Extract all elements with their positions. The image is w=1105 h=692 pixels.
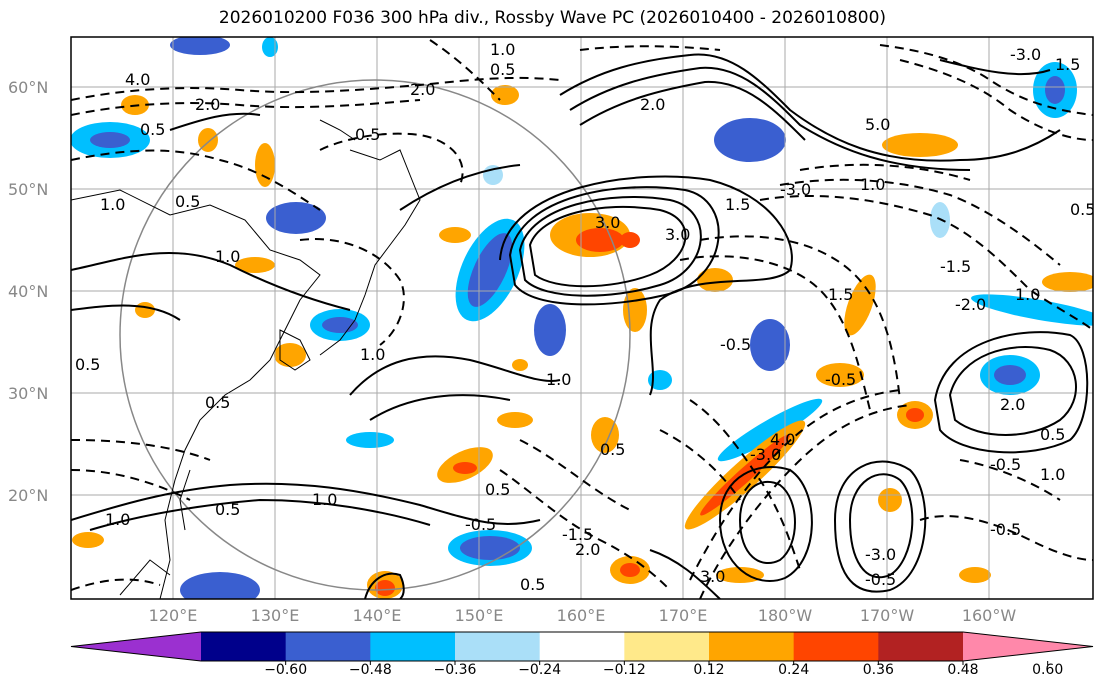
map-plot-area: 1.0 0.5 2.0 2.0 0.5 0.5 1.0 1.0 0.5 1.0 …: [71, 37, 1095, 599]
colorbar-tick-label: 0.12: [693, 662, 725, 678]
colorbar-segment: [370, 632, 456, 661]
contour-label: 2.0: [195, 95, 220, 114]
colorbar-segment: [624, 632, 710, 661]
colorbar-segment: [793, 632, 879, 661]
colorbar-tick-label: −0.60: [264, 662, 308, 678]
contour-label: 0.5: [490, 60, 515, 79]
lon-label-170w: 170°W: [859, 606, 915, 625]
lon-label-130e: 130°E: [250, 606, 300, 625]
colorbar-left-extension: [71, 632, 201, 661]
contour-label: -2.0: [955, 295, 986, 314]
contour-label: -0.5: [990, 455, 1021, 474]
lon-label-160e: 160°E: [556, 606, 606, 625]
contour-label: 1.0: [360, 345, 385, 364]
contour-label: 0.5: [140, 120, 165, 139]
contour-label: 1.5: [1055, 55, 1080, 74]
colorbar-segment: [285, 632, 371, 661]
contour-label: -0.5: [465, 515, 496, 534]
colorbar-tick-label: −0.24: [518, 662, 562, 678]
contour-label: 1.0: [490, 40, 515, 59]
contour-label: 1.0: [546, 370, 571, 389]
contour-label: 0.5: [215, 500, 240, 519]
contour-label: 1.0: [1040, 465, 1065, 484]
contour-label: 2.0: [410, 80, 435, 99]
colorbar-segment: [201, 632, 287, 661]
contour-label: 0.5: [75, 355, 100, 374]
lon-label-150e: 150°E: [454, 606, 504, 625]
contour-label: 0.5: [1070, 200, 1095, 219]
contour-label: 3.0: [700, 567, 725, 586]
lon-label-140e: 140°E: [352, 606, 402, 625]
contour-label: -1.5: [562, 525, 593, 544]
lat-label-50n: 50°N: [8, 180, 49, 199]
contour-label: -0.5: [720, 335, 751, 354]
colorbar-tick-label: −0.48: [348, 662, 392, 678]
colorbar-tick-label: 0.60: [1032, 662, 1064, 678]
contour-label: -0.5: [825, 370, 856, 389]
contour-label-group: 1.0 0.5 2.0 2.0 0.5 0.5 1.0 1.0 0.5 1.0 …: [75, 40, 1095, 594]
contour-label: 1.0: [860, 175, 885, 194]
lon-label-180w: 180°W: [757, 606, 813, 625]
contour-label: 0.5: [175, 192, 200, 211]
lon-label-120e: 120°E: [148, 606, 198, 625]
contour-label: 1.5: [725, 195, 750, 214]
lat-label-60n: 60°N: [8, 78, 49, 97]
colorbar-segment: [878, 632, 964, 661]
colorbar-tick-label: 0.48: [947, 662, 979, 678]
contour-label: 0.5: [355, 125, 380, 144]
colorbar-tick-label: 0.36: [862, 662, 894, 678]
contour-label: 2.0: [1000, 395, 1025, 414]
contour-label: 0.5: [1040, 425, 1065, 444]
map-title: 2026010200 F036 300 hPa div., Rossby Wav…: [218, 8, 887, 28]
contour-label: 4.0: [125, 70, 150, 89]
contour-label: 1.0: [312, 490, 337, 509]
contour-label: 1.0: [105, 510, 130, 529]
colorbar-segment: [709, 632, 795, 661]
colorbar-tick-label: −0.36: [433, 662, 477, 678]
lon-label-160w: 160°W: [961, 606, 1017, 625]
contour-label: -0.5: [865, 570, 896, 589]
contour-label: 3.0: [665, 225, 690, 244]
contour-label: 4.0: [770, 430, 795, 449]
contour-label: 0.5: [485, 480, 510, 499]
contour-label: 1.0: [1015, 285, 1040, 304]
lat-label-30n: 30°N: [8, 384, 49, 403]
contour-label: 0.5: [520, 575, 545, 594]
contour-label: 5.0: [865, 115, 890, 134]
reference-circle: [119, 79, 631, 591]
colorbar-segment: [539, 632, 625, 661]
contour-label: -3.0: [1010, 45, 1041, 64]
contour-label: -3.0: [865, 545, 896, 564]
colorbar-right-extension: [963, 632, 1093, 661]
contour-label: 3.0: [595, 213, 620, 232]
lon-label-170e: 170°E: [658, 606, 708, 625]
lat-label-20n: 20°N: [8, 486, 49, 505]
colorbar-segment: [455, 632, 541, 661]
positive-contours: [71, 53, 1089, 599]
map-frame: [70, 36, 1094, 600]
coastlines: [71, 119, 421, 599]
contour-label: 2.0: [575, 540, 600, 559]
contour-label: -1.5: [940, 257, 971, 276]
colorbar-tick-label: 0.24: [778, 662, 810, 678]
contour-label: -3.0: [780, 180, 811, 199]
divergence-shading: [71, 37, 1093, 599]
contour-label: -0.5: [990, 520, 1021, 539]
contour-label: 1.5: [828, 285, 853, 304]
contour-label: -3.0: [750, 445, 781, 464]
colorbar-outline: [70, 631, 1094, 662]
contour-label: 2.0: [640, 95, 665, 114]
negative-contours: [71, 39, 1093, 599]
colorbar: [70, 631, 1094, 665]
lat-label-40n: 40°N: [8, 282, 49, 301]
colorbar-tick-label: −0.12: [602, 662, 646, 678]
contour-label: 1.0: [215, 247, 240, 266]
contour-label: 1.0: [100, 195, 125, 214]
contour-label: 0.5: [205, 393, 230, 412]
contour-label: 0.5: [600, 440, 625, 459]
